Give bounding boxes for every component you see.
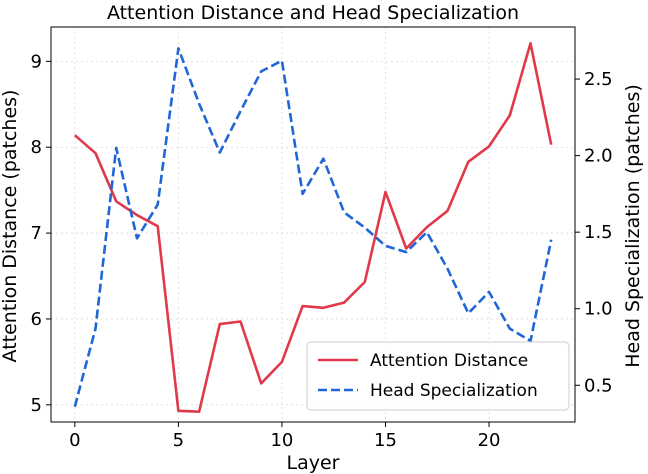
plot-frame	[50, 26, 576, 423]
x-tick-label: 20	[478, 430, 501, 451]
right-tick-label: 2.0	[584, 146, 613, 167]
right-tick-label: 0.5	[584, 375, 613, 396]
x-tick-label: 0	[69, 430, 80, 451]
left-tick-label: 9	[31, 51, 42, 72]
legend-label-head-specialization: Head Specialization	[370, 381, 538, 401]
left-axis-ticks: 5 6 7 8 9	[31, 51, 51, 416]
series-group	[73, 41, 553, 414]
series-line-head-specialization	[73, 47, 553, 408]
right-axis-label: Head Specialization (patches)	[622, 84, 644, 368]
legend-label-attention-distance: Attention Distance	[370, 351, 528, 371]
right-tick-label: 2.5	[584, 69, 613, 90]
right-tick-label: 1.5	[584, 222, 613, 243]
left-axis-label: Attention Distance (patches)	[0, 90, 21, 363]
chart-title: Attention Distance and Head Specializati…	[107, 2, 519, 24]
legend-box	[306, 341, 570, 411]
right-axis-ticks: 0.5 1.0 1.5 2.0 2.5	[575, 69, 613, 396]
x-tick-label: 15	[374, 430, 397, 451]
x-axis-label: Layer	[287, 452, 340, 474]
x-tick-label: 10	[270, 430, 293, 451]
x-axis-ticks: 0 5 10 15 20	[69, 422, 501, 451]
left-tick-label: 8	[31, 137, 42, 158]
left-tick-label: 7	[31, 223, 42, 244]
series-line-attention-distance	[73, 41, 553, 414]
left-tick-label: 6	[31, 309, 42, 330]
right-tick-label: 1.0	[584, 299, 613, 320]
left-tick-label: 5	[31, 395, 42, 416]
x-tick-label: 5	[173, 430, 184, 451]
legend: Attention Distance Head Specialization	[306, 341, 570, 411]
